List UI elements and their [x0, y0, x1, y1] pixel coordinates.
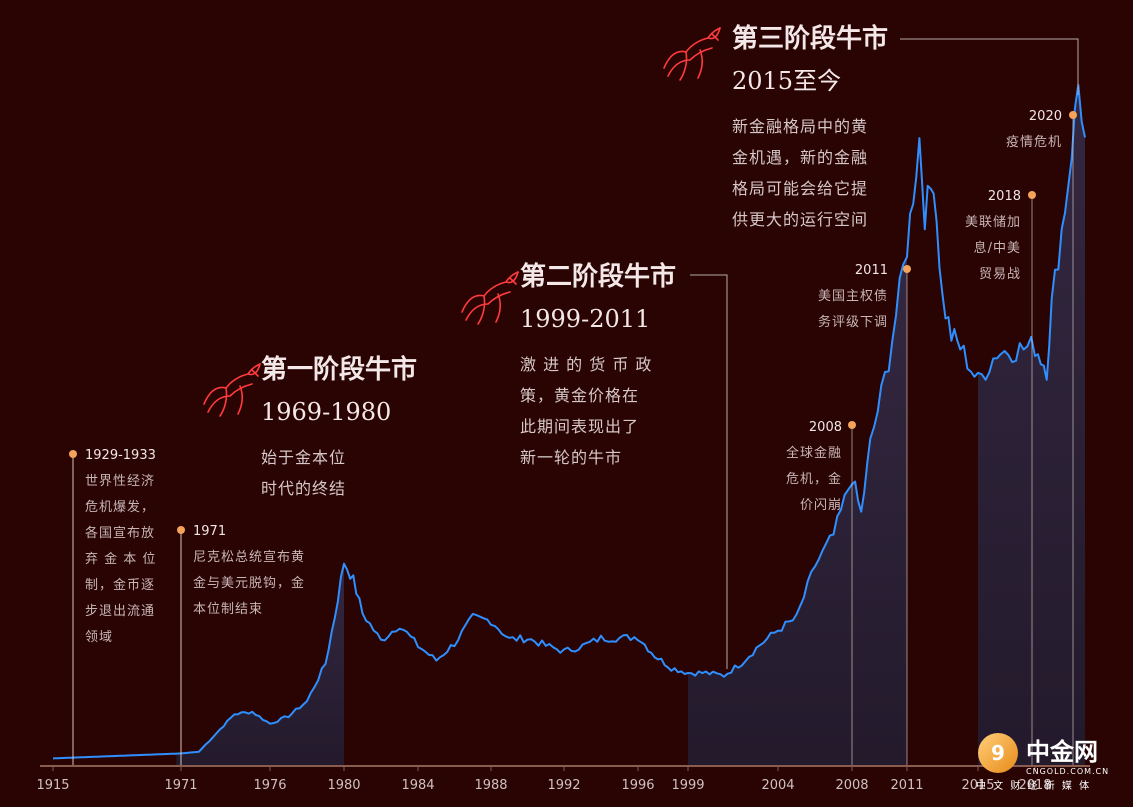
x-tick-label: 2018	[1018, 778, 1051, 793]
bull-icon	[461, 271, 519, 325]
x-tick-label: 1992	[547, 778, 580, 793]
phase-description-line: 时代的终结	[261, 479, 346, 498]
event-2020: 2020 疫情危机	[1006, 109, 1077, 765]
x-axis: 1915 1971 1976 1980 1984 1988 1992 1996 1999 2004…	[36, 765, 1090, 793]
phase-description-line: 始于金本位	[261, 448, 346, 467]
event-year-label: 2011	[855, 263, 888, 278]
event-description-line: 制，金币逐	[85, 577, 155, 593]
event-description-line: 弃 金 本 位	[85, 551, 156, 567]
phase-years: 2015至今	[732, 67, 841, 95]
bull-icon	[203, 363, 261, 417]
event-year-label: 2020	[1029, 109, 1062, 124]
x-tick-label: 1980	[327, 778, 360, 793]
phase-years: 1969-1980	[261, 398, 391, 426]
phase-description-line: 新一轮的牛市	[520, 448, 622, 467]
event-description-line: 本位制结束	[193, 602, 263, 617]
phase-description-line: 激 进 的 货 币 政	[520, 355, 652, 374]
event-description-line: 美国主权债	[818, 288, 888, 304]
event-dot	[848, 421, 856, 429]
x-tick-label: 1971	[164, 778, 197, 793]
event-dot	[1028, 191, 1036, 199]
event-dot	[177, 526, 185, 534]
phase-description-line: 策，黄金价格在	[520, 386, 639, 405]
x-tick-label: 1988	[474, 778, 507, 793]
phase-description-line: 新金融格局中的黄	[732, 117, 868, 136]
phase-description-line: 供更大的运行空间	[732, 210, 868, 229]
phase-leader-line	[900, 38, 1079, 95]
phase-description-line: 金机遇，新的金融	[732, 148, 868, 167]
phase-years: 1999-2011	[520, 305, 650, 333]
bull-market-band-2	[688, 256, 907, 765]
x-tick-label: 2015	[961, 778, 994, 793]
logo-mark-glyph: 9	[991, 741, 1005, 765]
event-dot	[69, 450, 77, 458]
x-tick-label: 1915	[36, 778, 69, 793]
phase-description-line: 此期间表现出了	[520, 417, 639, 436]
x-tick-label: 1999	[671, 778, 704, 793]
event-description-line: 尼克松总统宣布黄	[193, 549, 305, 565]
event-description-line: 危机，金	[786, 471, 842, 487]
phase-title: 第二阶段牛市	[520, 261, 676, 292]
x-tick-label: 2004	[761, 778, 794, 793]
logo-mark-icon	[978, 733, 1018, 773]
event-year-label: 2008	[809, 420, 842, 435]
phase-description-line: 格局可能会给它提	[732, 179, 868, 198]
event-description-line: 领域	[85, 630, 113, 645]
event-description-line: 危机爆发，	[85, 499, 155, 515]
bull-phase-3: 第三阶段牛市 2015至今新金融格局中的黄金机遇，新的金融格局可能会给它提供更大的…	[663, 23, 1079, 229]
event-description-line: 疫情危机	[1006, 134, 1062, 150]
event-description-line: 金与美元脱钩，金	[193, 575, 305, 591]
event-description-line: 世界性经济	[85, 474, 155, 489]
event-year-label: 2018	[988, 189, 1021, 204]
price-line	[52, 84, 1086, 760]
event-description-line: 全球金融	[786, 445, 842, 461]
x-tick-label: 2011	[890, 778, 923, 793]
bull-phase-2: 第二阶段牛市 1999-2011 激 进 的 货 币 政策，黄金价格在此期间表现出了…	[461, 261, 728, 669]
x-tick-label: 1996	[621, 778, 654, 793]
logo-domain: CNGOLD.COM.CN	[1026, 767, 1109, 776]
event-description-line: 贸易战	[979, 267, 1021, 282]
x-tick-label: 2008	[835, 778, 868, 793]
cngold-logo: 9 中金网 CNGOLD.COM.CN 中 文 财 经 新 媒 体	[976, 733, 1109, 792]
event-description-line: 价闪崩	[800, 498, 842, 513]
bull-icon	[663, 27, 721, 81]
x-tick-label: 1976	[253, 778, 286, 793]
phase-title: 第三阶段牛市	[732, 23, 888, 54]
phase-title: 第一阶段牛市	[261, 354, 417, 385]
event-description-line: 息/中美	[974, 240, 1021, 256]
logo-tagline: 中 文 财 经 新 媒 体	[976, 779, 1091, 792]
event-description-line: 美联储加	[965, 215, 1021, 230]
event-year-label: 1971	[193, 524, 226, 539]
bull-market-band-1	[176, 563, 344, 765]
gold-price-series-line	[52, 84, 1086, 760]
logo-name: 中金网	[1026, 738, 1098, 766]
event-description-line: 步退出流通	[85, 604, 155, 619]
event-dot	[903, 265, 911, 273]
event-description-line: 各国宣布放	[85, 525, 155, 541]
x-tick-label: 1984	[401, 778, 434, 793]
phase-leader-line	[690, 274, 728, 669]
event-year-label: 1929-1933	[85, 448, 156, 463]
event-dot	[1069, 111, 1077, 119]
event-description-line: 务评级下调	[818, 314, 888, 330]
